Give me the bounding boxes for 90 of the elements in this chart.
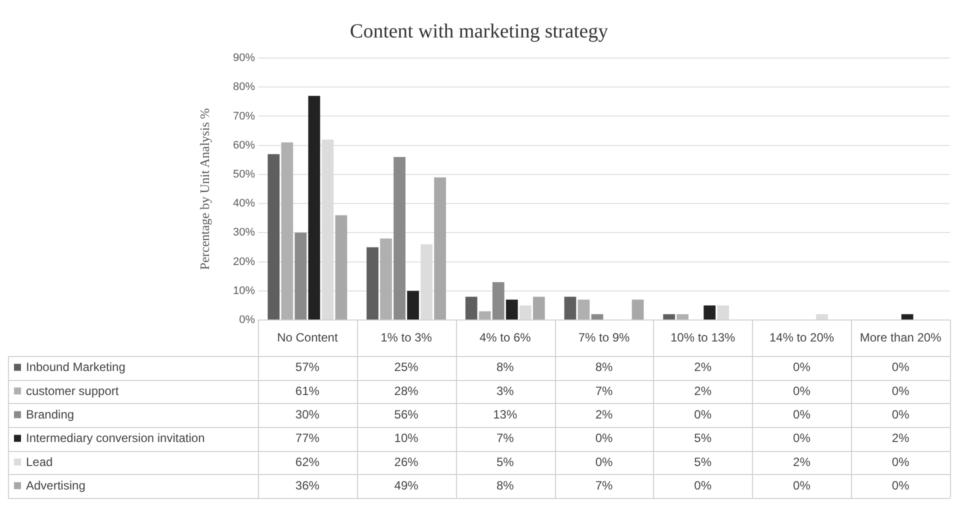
y-tick-label: 50% — [232, 168, 256, 180]
legend-label: Inbound Marketing — [26, 360, 126, 374]
data-label: 0% — [694, 478, 712, 492]
legend-label: Lead — [26, 454, 53, 469]
bar — [407, 290, 419, 320]
data-label: 8% — [496, 360, 514, 374]
bar — [901, 314, 914, 320]
data-label: 0% — [595, 431, 613, 446]
x-tick-label: 10% to 13% — [670, 330, 736, 344]
bar — [434, 177, 446, 320]
data-label: 5% — [694, 431, 712, 446]
data-label: 13% — [493, 407, 518, 422]
bar — [532, 296, 545, 320]
data-label: 8% — [595, 360, 613, 374]
bar — [335, 215, 348, 320]
y-tick-label: 20% — [232, 256, 256, 268]
data-label: 2% — [694, 360, 712, 374]
bar — [676, 314, 689, 320]
x-tick-label: More than 20% — [860, 330, 942, 344]
data-label: 56% — [394, 407, 419, 422]
y-tick-label: 60% — [232, 139, 256, 152]
data-label: 30% — [295, 407, 320, 422]
data-label: 0% — [892, 454, 910, 469]
x-tick-label: 4% to 6% — [479, 330, 532, 344]
data-label: 61% — [295, 384, 320, 398]
bar — [564, 296, 576, 320]
data-label: 57% — [295, 360, 320, 374]
bar — [294, 232, 307, 320]
data-label: 62% — [295, 454, 320, 469]
legend-label: Branding — [26, 407, 74, 422]
data-label: 7% — [496, 431, 514, 446]
data-label: 3% — [496, 384, 514, 398]
data-label: 36% — [295, 478, 320, 492]
data-label: 0% — [793, 360, 811, 374]
data-label: 49% — [394, 478, 419, 492]
y-tick-label: 0% — [239, 314, 256, 326]
bar — [478, 311, 491, 320]
data-label: 0% — [595, 454, 613, 469]
x-tick-label: 1% to 3% — [380, 330, 432, 344]
data-label: 0% — [892, 384, 910, 398]
x-tick-label: No Content — [277, 330, 338, 344]
y-tick-label: 10% — [232, 284, 256, 297]
data-label: 0% — [892, 407, 910, 422]
bar — [591, 314, 604, 320]
data-label: 28% — [394, 384, 419, 398]
bar — [632, 300, 644, 320]
bar — [268, 154, 280, 320]
legend-label: customer support — [26, 384, 120, 398]
data-label: 0% — [793, 407, 811, 422]
data-label: 5% — [694, 454, 712, 469]
y-tick-label: 40% — [232, 198, 256, 210]
x-tick-label: 7% to 9% — [578, 330, 630, 344]
data-label: 8% — [496, 478, 514, 492]
data-label: 5% — [496, 454, 514, 469]
y-tick-label: 30% — [232, 226, 256, 239]
y-axis-title: Percentage by Unit Analysis % — [197, 108, 212, 270]
data-label: 77% — [295, 431, 320, 446]
y-tick-label: 70% — [232, 110, 256, 122]
data-label: 0% — [892, 360, 910, 374]
data-label: 26% — [394, 454, 419, 469]
bar — [394, 156, 406, 320]
data-label: 2% — [793, 454, 811, 469]
bar — [506, 300, 518, 320]
bar — [308, 96, 320, 320]
data-label: 0% — [892, 478, 910, 492]
data-label: 7% — [595, 384, 613, 398]
data-label: 0% — [694, 407, 712, 422]
data-label: 25% — [394, 360, 419, 374]
data-label: 0% — [793, 478, 811, 492]
bar — [663, 314, 676, 320]
chart-title: Content with marketing strategy — [350, 20, 608, 42]
bar — [380, 238, 392, 320]
bar — [465, 296, 478, 320]
legend-label: Intermediary conversion invitation — [26, 431, 205, 446]
bar — [366, 247, 378, 320]
data-label: 2% — [694, 384, 712, 398]
y-tick-label: 80% — [232, 81, 256, 94]
x-tick-label: 14% to 20% — [769, 330, 834, 344]
bar — [578, 300, 590, 320]
data-label: 0% — [793, 384, 811, 398]
data-label: 7% — [595, 478, 613, 492]
legend-label: Advertising — [26, 478, 86, 492]
data-label: 10% — [394, 431, 419, 446]
data-label: 2% — [892, 431, 910, 446]
bar — [704, 305, 716, 320]
data-label: 0% — [793, 431, 811, 446]
bar — [492, 282, 504, 320]
y-tick-label: 90% — [232, 52, 256, 64]
bar — [281, 142, 294, 320]
data-label: 2% — [595, 407, 613, 422]
